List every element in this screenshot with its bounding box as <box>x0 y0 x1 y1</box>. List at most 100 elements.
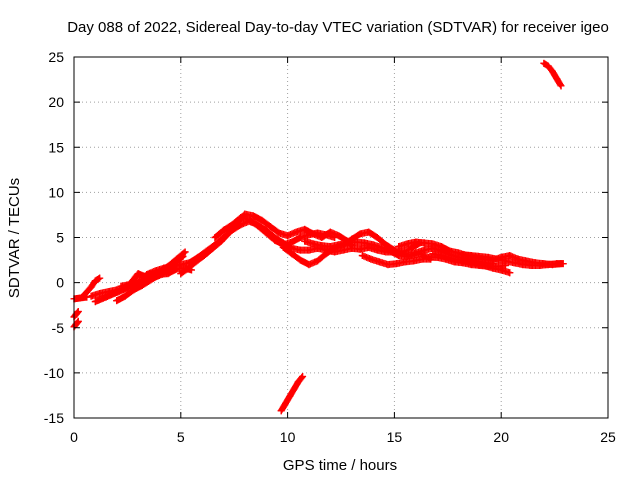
data-point <box>113 289 121 297</box>
data-point <box>177 261 185 269</box>
data-point <box>290 385 298 393</box>
data-point <box>254 222 262 230</box>
y-tick-label: -5 <box>52 320 65 336</box>
x-tick-label: 0 <box>70 429 78 445</box>
data-point <box>138 281 146 289</box>
marker-trail <box>277 372 307 415</box>
data-point <box>527 261 535 269</box>
data-point <box>160 264 168 272</box>
data-point <box>437 243 445 251</box>
data-point <box>281 400 289 408</box>
data-point <box>200 252 208 260</box>
data-point <box>314 257 322 265</box>
data-point <box>410 257 418 265</box>
data-point <box>130 286 138 294</box>
data-point <box>519 261 527 269</box>
data-point <box>548 67 556 75</box>
data-point <box>463 258 471 266</box>
data-point <box>489 264 497 272</box>
data-point <box>96 274 104 282</box>
data-point <box>403 252 411 260</box>
chart-title: Day 088 of 2022, Sidereal Day-to-day VTE… <box>67 19 609 36</box>
y-tick-label: -15 <box>44 410 64 426</box>
data-point <box>164 270 172 278</box>
data-point <box>437 252 445 260</box>
data-point <box>378 243 386 251</box>
data-point <box>87 292 95 300</box>
data-point <box>343 239 351 247</box>
data-point <box>292 228 300 236</box>
data-point <box>299 372 307 380</box>
data-point <box>427 255 435 263</box>
data-point <box>322 250 330 258</box>
y-tick-label: 0 <box>56 275 64 291</box>
data-point <box>557 82 565 90</box>
data-point <box>314 229 322 237</box>
data-point <box>277 407 285 415</box>
data-point <box>454 256 462 264</box>
data-point <box>553 260 561 268</box>
data-point <box>484 253 492 261</box>
data-point <box>181 248 189 256</box>
data-point <box>335 241 343 249</box>
y-tick-label: -10 <box>44 365 64 381</box>
data-point <box>168 262 176 270</box>
data-point <box>506 269 514 277</box>
data-point <box>126 280 134 288</box>
data-point <box>305 231 313 239</box>
data-point <box>288 250 296 258</box>
gridlines <box>74 57 608 418</box>
data-point <box>301 225 309 233</box>
y-axis-label: SDTVAR / TECUs <box>6 178 23 298</box>
data-point <box>559 260 567 268</box>
series-arc-16 <box>429 250 514 277</box>
data-point <box>81 290 89 298</box>
data-points <box>70 59 567 415</box>
data-point <box>296 256 304 264</box>
data-point <box>179 252 187 260</box>
data-point <box>301 237 309 245</box>
data-point <box>326 243 334 251</box>
data-point <box>74 317 82 325</box>
data-point <box>510 259 518 267</box>
data-point <box>467 252 475 260</box>
data-point <box>393 260 401 268</box>
data-point <box>220 226 228 234</box>
data-point <box>147 276 155 284</box>
y-tick-label: 10 <box>48 184 64 200</box>
data-point <box>296 246 304 254</box>
data-point <box>493 255 501 263</box>
data-point <box>267 223 275 231</box>
data-point <box>121 292 129 300</box>
y-tick-label: 15 <box>48 139 64 155</box>
data-point <box>228 221 236 229</box>
data-point <box>544 261 552 269</box>
data-point <box>271 236 279 244</box>
data-point <box>192 258 200 266</box>
data-point <box>429 240 437 248</box>
data-point <box>286 392 294 400</box>
data-point <box>356 230 364 238</box>
data-point <box>96 289 104 297</box>
series-arc-17 <box>459 251 567 269</box>
data-point <box>237 214 245 222</box>
data-point <box>275 229 283 237</box>
data-point <box>352 238 360 246</box>
data-point <box>395 243 403 251</box>
data-point <box>373 234 381 241</box>
x-tick-label: 20 <box>493 429 509 445</box>
data-point <box>335 232 343 240</box>
data-point <box>358 252 366 260</box>
series-arc-11 <box>211 214 339 249</box>
data-point <box>211 234 219 241</box>
data-point <box>113 297 121 305</box>
data-point <box>553 75 561 83</box>
series-arc-02 <box>70 317 82 331</box>
data-point <box>217 237 225 245</box>
data-point <box>476 252 484 260</box>
data-point <box>506 252 514 260</box>
data-point <box>356 245 364 253</box>
data-point <box>74 308 82 316</box>
data-point <box>454 249 462 257</box>
